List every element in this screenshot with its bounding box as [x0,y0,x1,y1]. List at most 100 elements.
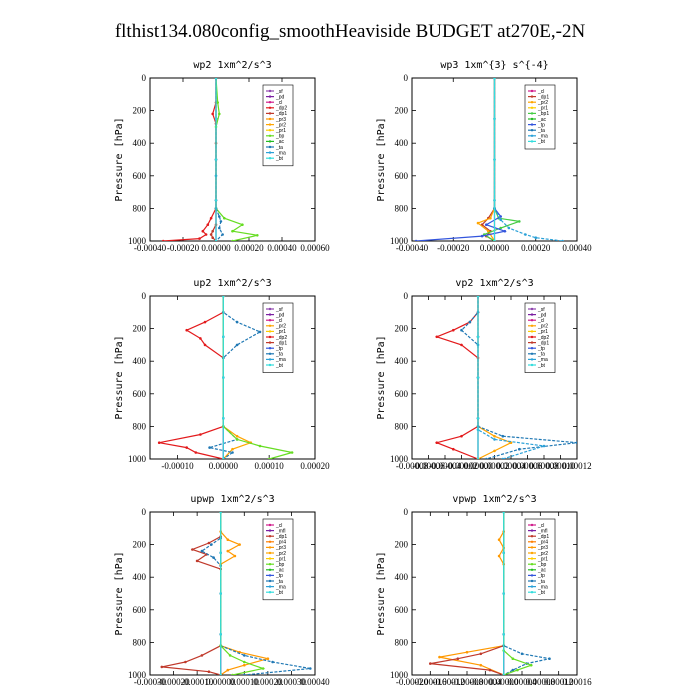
y-tick-label: 1000 [128,454,147,464]
y-axis-label: Pressure [hPa] [114,335,125,419]
y-tick-label: 400 [395,138,409,148]
data-point [198,237,201,240]
data-point [497,554,501,558]
legend-marker [268,568,272,571]
series-line-dp2 [163,78,217,241]
legend-entry: _pd [275,94,285,100]
series-line-ta [200,512,311,675]
y-axis-label: Pressure [hPa] [114,551,125,635]
legend-marker [530,140,534,143]
data-point [218,226,221,230]
data-point [460,343,463,347]
data-point [271,660,274,664]
legend-marker [268,106,272,110]
legend-marker [530,529,534,532]
legend-entry: _sf [537,307,545,313]
legend-marker [268,145,272,149]
x-tick-label: 0.00000 [463,461,493,471]
legend-marker [268,129,272,132]
legend-entry: _dp1 [537,94,549,100]
data-point [493,449,496,453]
data-point [222,296,225,298]
data-point [493,117,496,121]
data-point [231,229,234,233]
y-tick-label: 400 [133,572,147,582]
legend-marker [268,335,272,339]
legend-entry: _pd [275,312,285,318]
legend-marker [268,563,272,566]
panel-6: vpwp 1xm^2/s^3 Pressure [hPa] 0 200 400 600 80… [376,494,592,687]
data-point [258,444,262,448]
y-tick-label: 600 [133,389,147,399]
legend-entry: _ma [275,357,286,363]
data-point [212,556,215,559]
data-point [507,226,511,230]
y-tick-label: 1000 [390,454,409,464]
legend-marker [268,112,272,115]
legend-entry: _pr2 [275,122,286,128]
x-tick-label: -0.00010 [161,461,194,471]
x-tick-label: 0.00006 [513,461,543,471]
y-tick-label: 800 [133,421,147,431]
y-tick-label: 200 [395,324,409,334]
series-line-pr2 [477,296,513,459]
legend-entry: _bt [537,590,546,596]
y-tick-label: 200 [395,540,409,550]
legend-entry: _pr1 [537,329,548,335]
legend-entry: _ac [537,568,547,574]
legend-marker [268,557,272,560]
series-line-dp2 [159,296,224,459]
legend-entry: _ta [275,352,283,358]
x-tick-label: -0.00020 [157,677,190,687]
legend-entry: _dp1 [537,340,549,346]
legend-marker [530,324,534,327]
data-point [231,239,234,241]
y-tick-label: 0 [142,291,147,301]
x-tick-label: 0.00004 [496,461,526,471]
data-point [524,233,527,236]
data-point [185,446,188,449]
legend-entry: _cl [275,318,282,324]
legend-marker [530,523,534,527]
legend-marker [530,535,534,538]
y-tick-label: 800 [395,421,409,431]
data-point [429,662,432,665]
y-tick-label: 0 [404,507,409,517]
legend-entry: _tp [537,122,545,128]
legend-marker [530,585,534,588]
panel-title: vpwp 1xm^2/s^3 [452,494,536,505]
legend-entry: _pr2 [537,100,548,106]
data-point [511,668,515,672]
x-tick-label: -0.00008 [451,677,484,687]
legend-entry: _pr4 [275,540,286,546]
legend-marker [268,330,272,333]
legend-marker [268,591,272,594]
series-group [157,296,294,459]
data-point [502,633,506,636]
legend-entry: _ta [275,579,283,585]
y-tick-label: 0 [404,291,409,301]
legend-entry: _sf [275,89,283,95]
y-tick-label: 1000 [128,670,147,680]
data-point [465,650,469,654]
x-tick-label: 0.00002 [480,461,509,471]
data-point [290,451,294,454]
x-tick-label: -0.00004 [429,461,462,471]
legend-entry: _ta [537,579,545,585]
legend-marker [530,358,534,361]
data-point [488,668,492,672]
legend-entry: _pr1 [537,106,548,112]
y-tick-label: 200 [133,106,147,116]
data-point [548,657,551,660]
data-point [503,229,507,233]
data-point [476,376,480,379]
legend-entry: _pr1 [275,556,286,562]
legend-marker [530,347,534,350]
legend-entry: _dp1 [537,534,549,540]
data-point [195,559,199,563]
legend-marker [268,529,272,532]
x-tick-label: 0.00010 [546,461,576,471]
legend-entry: _tp [275,346,283,352]
y-tick-label: 800 [133,203,147,213]
legend-entry: _dp1 [275,340,287,346]
